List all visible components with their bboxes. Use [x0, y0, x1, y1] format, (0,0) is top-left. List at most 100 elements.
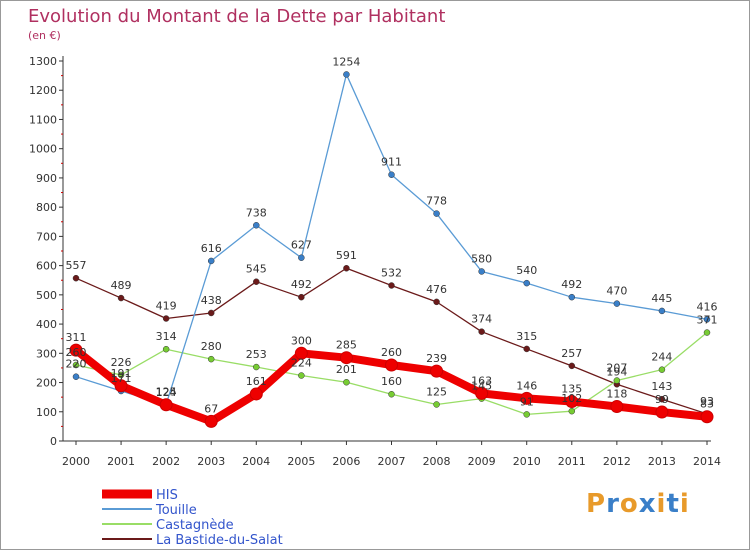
y-tick-label: 1200 [29, 84, 57, 97]
data-label: 191 [111, 367, 132, 380]
data-label: 171 [111, 372, 132, 385]
x-tick-label: 2006 [332, 455, 360, 468]
data-point [298, 254, 305, 261]
x-tick-label: 2010 [513, 455, 541, 468]
data-label: 532 [381, 266, 402, 279]
y-tick-label: 200 [36, 377, 57, 390]
legend-label: La Bastide-du-Salat [156, 533, 283, 548]
data-point [298, 372, 305, 379]
data-point [72, 361, 80, 369]
legend-label: HIS [156, 488, 178, 503]
data-point [204, 414, 218, 428]
data-label: 280 [201, 340, 222, 353]
data-point [253, 363, 260, 371]
data-point [658, 307, 666, 315]
data-label: 557 [66, 259, 87, 272]
data-label: 470 [606, 285, 627, 298]
x-tick-label: 2001 [107, 455, 135, 468]
data-label: 540 [516, 264, 537, 277]
data-label: 545 [246, 263, 267, 276]
data-label: 300 [291, 334, 312, 347]
data-label: 311 [66, 331, 87, 344]
data-point [523, 345, 530, 353]
y-tick-label: 0 [50, 435, 57, 448]
data-point [162, 345, 170, 353]
data-label: 239 [426, 352, 447, 365]
data-label: 224 [291, 357, 312, 370]
series-his [69, 343, 714, 428]
data-label: 163 [471, 374, 492, 387]
data-label: 244 [651, 351, 672, 364]
data-point [339, 351, 353, 365]
logo-letter: o [619, 489, 639, 519]
data-point [253, 278, 260, 285]
chart-subtitle: (en €) [28, 29, 61, 42]
y-tick-label: 1100 [29, 113, 57, 126]
data-label: 83 [700, 398, 714, 411]
y-tick-label: 700 [36, 230, 57, 243]
data-label: 492 [561, 278, 582, 291]
data-point [613, 377, 621, 384]
data-label: 102 [561, 392, 582, 405]
data-label: 445 [651, 292, 672, 305]
logo-letter: t [666, 489, 680, 519]
data-label: 257 [561, 347, 582, 360]
data-label: 194 [606, 365, 627, 378]
data-label: 161 [246, 375, 267, 388]
legend-label: Touille [155, 503, 197, 518]
data-point [430, 364, 444, 378]
x-tick-label: 2011 [558, 455, 586, 468]
data-point [433, 210, 440, 217]
y-tick-label: 500 [36, 289, 57, 302]
data-label: 146 [516, 379, 537, 392]
data-label: 145 [471, 380, 492, 393]
data-point [72, 373, 80, 380]
x-tick-label: 2009 [468, 455, 496, 468]
data-label: 67 [204, 402, 218, 415]
data-label: 1254 [332, 55, 360, 68]
data-label: 778 [426, 195, 447, 208]
data-point [159, 398, 173, 412]
logo-letter: i [656, 489, 667, 519]
data-point [294, 346, 308, 360]
x-tick-label: 2005 [287, 455, 315, 468]
data-point [655, 405, 669, 419]
logo-letter: P [586, 489, 607, 519]
data-point [568, 362, 576, 370]
data-label: 260 [381, 346, 402, 359]
data-label: 143 [651, 380, 672, 393]
data-label: 125 [156, 385, 177, 398]
data-label: 738 [246, 206, 267, 219]
x-tick-label: 2008 [423, 455, 451, 468]
data-label: 118 [606, 388, 627, 401]
data-point [568, 407, 576, 415]
x-tick-label: 2004 [242, 455, 270, 468]
data-label: 226 [111, 356, 132, 369]
data-label: 160 [381, 375, 402, 388]
data-point [343, 264, 350, 272]
data-label: 93 [700, 395, 714, 408]
data-point [162, 315, 170, 322]
data-label: 253 [246, 348, 267, 361]
series-castagn-de [72, 329, 711, 418]
data-point [565, 395, 579, 409]
proxiti-logo: Proxiti [586, 489, 690, 519]
y-tick-label: 300 [36, 347, 57, 360]
data-point [388, 282, 395, 289]
data-label: 124 [156, 386, 177, 399]
x-tick-label: 2002 [152, 455, 180, 468]
series-touille [72, 71, 711, 408]
data-point [343, 71, 350, 78]
data-point [700, 410, 714, 424]
data-point [117, 294, 125, 302]
data-label: 260 [66, 346, 87, 359]
data-point [523, 279, 530, 287]
data-label: 91 [520, 395, 534, 408]
data-label: 438 [201, 294, 222, 307]
data-point [69, 343, 83, 357]
data-label: 627 [291, 239, 312, 252]
data-point [388, 171, 395, 178]
y-tick-label: 800 [36, 201, 57, 214]
data-point [433, 298, 440, 306]
